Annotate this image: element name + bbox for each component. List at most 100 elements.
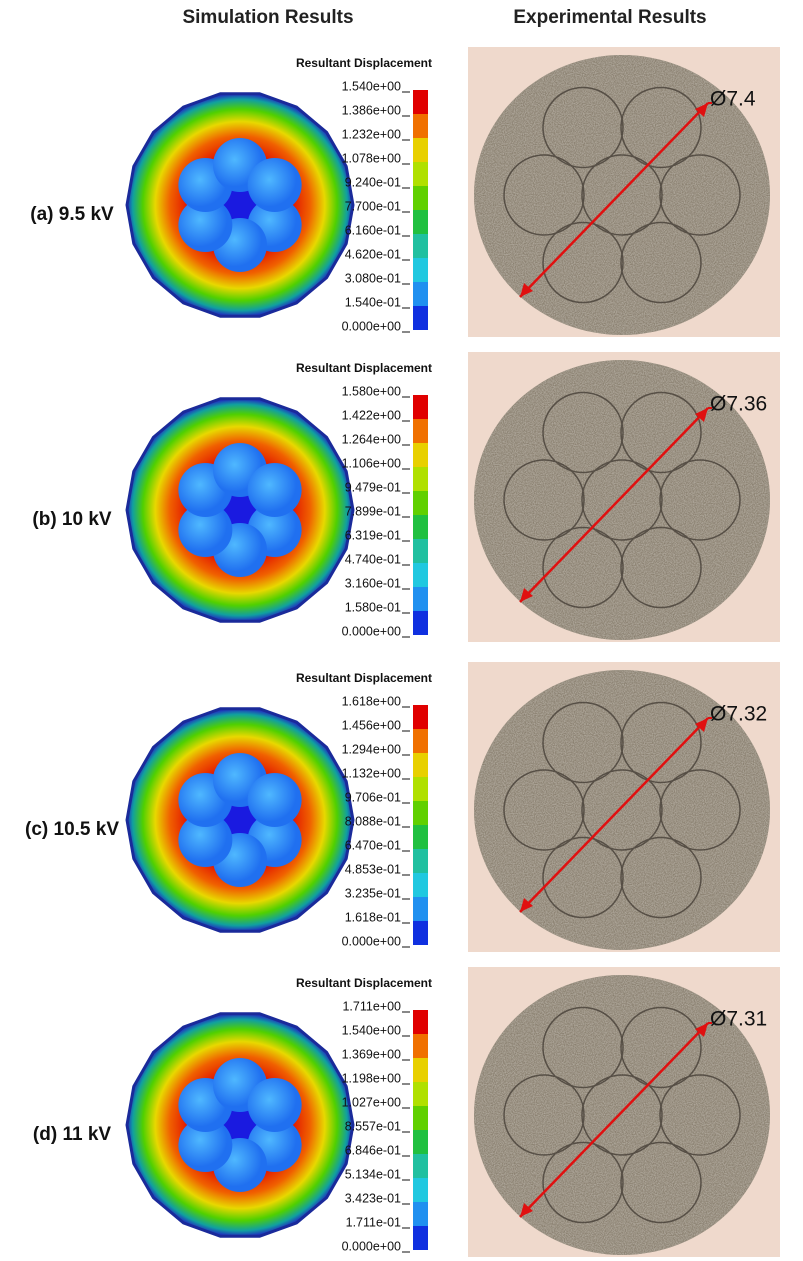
disc-lobe bbox=[248, 158, 302, 212]
colorbar-label: 1.580e+00 bbox=[342, 384, 401, 398]
legend-title: Resultant Displacement bbox=[296, 976, 432, 990]
colorbar-segment bbox=[413, 162, 428, 186]
colorbar-segment bbox=[413, 539, 428, 563]
disc-lobe bbox=[248, 1078, 302, 1132]
colorbar-label: 3.423e-01 bbox=[345, 1191, 401, 1205]
colorbar-segment bbox=[413, 258, 428, 282]
colorbar-segment bbox=[413, 705, 428, 729]
diameter-label: Ø7.32 bbox=[710, 703, 767, 726]
colorbar-label: 1.294e+00 bbox=[342, 742, 401, 756]
colorbar-segment bbox=[413, 849, 428, 873]
disc-lobe bbox=[248, 463, 302, 517]
colorbar-segment bbox=[413, 1202, 428, 1226]
colorbar-label: 4.740e-01 bbox=[345, 552, 401, 566]
colorbar-segment bbox=[413, 1010, 428, 1034]
colorbar-label: 9.240e-01 bbox=[345, 175, 401, 189]
colorbar-label: 1.027e+00 bbox=[342, 1095, 401, 1109]
colorbar-label: 4.853e-01 bbox=[345, 862, 401, 876]
colorbar-label: 6.846e-01 bbox=[345, 1143, 401, 1157]
colorbar-label: 1.386e+00 bbox=[342, 103, 401, 117]
colorbar-segment bbox=[413, 1130, 428, 1154]
colorbar-segment bbox=[413, 1082, 428, 1106]
column-header: Simulation Results bbox=[182, 7, 353, 28]
colorbar-segment bbox=[413, 897, 428, 921]
colorbar-segment bbox=[413, 1178, 428, 1202]
colorbar-segment bbox=[413, 777, 428, 801]
colorbar-label: 3.080e-01 bbox=[345, 271, 401, 285]
disc-lobe bbox=[248, 773, 302, 827]
colorbar-segment bbox=[413, 563, 428, 587]
colorbar-segment bbox=[413, 186, 428, 210]
colorbar-label: 1.232e+00 bbox=[342, 127, 401, 141]
colorbar-label: 1.264e+00 bbox=[342, 432, 401, 446]
colorbar-label: 1.198e+00 bbox=[342, 1071, 401, 1085]
row-label: (b) 10 kV bbox=[32, 509, 112, 530]
colorbar-label: 1.618e+00 bbox=[342, 694, 401, 708]
colorbar-label: 1.580e-01 bbox=[345, 600, 401, 614]
colorbar-label: 1.078e+00 bbox=[342, 151, 401, 165]
row-label: (c) 10.5 kV bbox=[25, 819, 119, 840]
colorbar-label: 8.088e-01 bbox=[345, 814, 401, 828]
colorbar-segment bbox=[413, 873, 428, 897]
colorbar-segment bbox=[413, 1106, 428, 1130]
colorbar-segment bbox=[413, 90, 428, 114]
colorbar-segment bbox=[413, 114, 428, 138]
colorbar-label: 6.319e-01 bbox=[345, 528, 401, 542]
colorbar-segment bbox=[413, 801, 428, 825]
legend-title: Resultant Displacement bbox=[296, 56, 432, 70]
row-label: (a) 9.5 kV bbox=[30, 204, 114, 225]
colorbar-label: 1.711e+00 bbox=[342, 999, 401, 1013]
colorbar-label: 5.134e-01 bbox=[345, 1167, 401, 1181]
colorbar-label: 1.456e+00 bbox=[342, 718, 401, 732]
colorbar-label: 1.422e+00 bbox=[342, 408, 401, 422]
diameter-label: Ø7.31 bbox=[710, 1008, 767, 1031]
colorbar-label: 4.620e-01 bbox=[345, 247, 401, 261]
colorbar-segment bbox=[413, 515, 428, 539]
colorbar-segment bbox=[413, 395, 428, 419]
colorbar-segment bbox=[413, 138, 428, 162]
colorbar-label: 7.700e-01 bbox=[345, 199, 401, 213]
colorbar-label: 1.711e-01 bbox=[346, 1215, 401, 1229]
colorbar-segment bbox=[413, 210, 428, 234]
colorbar-label: 1.618e-01 bbox=[345, 910, 401, 924]
colorbar-label: 1.540e+00 bbox=[342, 1023, 401, 1037]
colorbar-segment bbox=[413, 234, 428, 258]
diameter-label: Ø7.4 bbox=[710, 88, 756, 111]
colorbar-label: 9.479e-01 bbox=[345, 480, 401, 494]
colorbar-label: 8.557e-01 bbox=[345, 1119, 401, 1133]
row-label: (d) 11 kV bbox=[33, 1124, 111, 1145]
colorbar-segment bbox=[413, 467, 428, 491]
colorbar-segment bbox=[413, 306, 428, 330]
colorbar-label: 0.000e+00 bbox=[342, 319, 401, 333]
colorbar-segment bbox=[413, 825, 428, 849]
colorbar-label: 0.000e+00 bbox=[342, 1239, 401, 1253]
colorbar-segment bbox=[413, 611, 428, 635]
diameter-label: Ø7.36 bbox=[710, 393, 767, 416]
colorbar-label: 6.470e-01 bbox=[345, 838, 401, 852]
colorbar-segment bbox=[413, 921, 428, 945]
colorbar-segment bbox=[413, 729, 428, 753]
colorbar-label: 1.540e+00 bbox=[342, 79, 401, 93]
legend-title: Resultant Displacement bbox=[296, 671, 432, 685]
column-header: Experimental Results bbox=[513, 7, 706, 28]
colorbar-segment bbox=[413, 1154, 428, 1178]
colorbar-segment bbox=[413, 587, 428, 611]
colorbar-label: 7.899e-01 bbox=[345, 504, 401, 518]
colorbar-label: 1.132e+00 bbox=[342, 766, 401, 780]
colorbar-segment bbox=[413, 753, 428, 777]
colorbar-label: 6.160e-01 bbox=[345, 223, 401, 237]
colorbar-label: 1.106e+00 bbox=[342, 456, 401, 470]
colorbar-segment bbox=[413, 1034, 428, 1058]
colorbar-label: 1.369e+00 bbox=[342, 1047, 401, 1061]
colorbar-label: 0.000e+00 bbox=[342, 624, 401, 638]
figure: Simulation Results Experimental Results … bbox=[0, 0, 803, 1261]
colorbar-segment bbox=[413, 491, 428, 515]
colorbar-segment bbox=[413, 1058, 428, 1082]
colorbar-segment bbox=[413, 282, 428, 306]
colorbar-label: 9.706e-01 bbox=[345, 790, 401, 804]
legend-title: Resultant Displacement bbox=[296, 361, 432, 375]
colorbar-label: 3.235e-01 bbox=[345, 886, 401, 900]
colorbar-label: 1.540e-01 bbox=[345, 295, 401, 309]
colorbar-segment bbox=[413, 443, 428, 467]
colorbar-segment bbox=[413, 1226, 428, 1250]
